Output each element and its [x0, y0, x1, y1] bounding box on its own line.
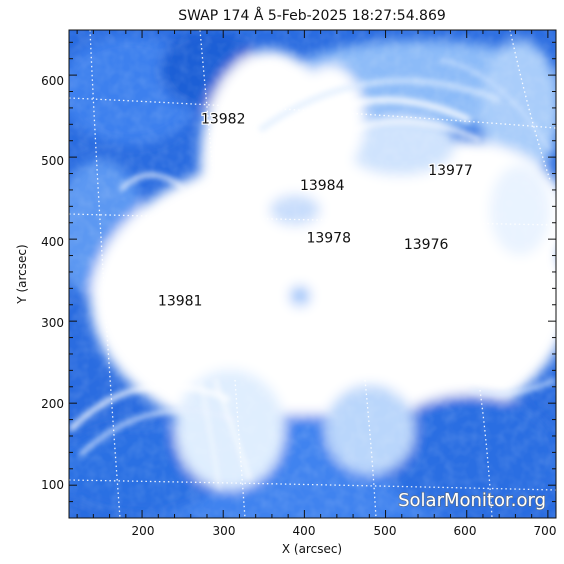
- active-region-label: 13982: [201, 112, 246, 128]
- active-region-label: 13984: [300, 178, 345, 194]
- y-tick-label: 100: [41, 478, 64, 492]
- x-tick-label: 500: [374, 524, 397, 538]
- y-tick-labels: 100 200 300 400 500 600: [41, 74, 64, 492]
- y-tick-label: 600: [41, 74, 64, 88]
- plot-title: SWAP 174 Å 5-Feb-2025 18:27:54.869: [178, 7, 446, 24]
- y-axis-label: Y (arcsec): [15, 244, 29, 304]
- active-region-label: 13981: [158, 294, 203, 310]
- x-tick-labels: 200 300 400 500 600 700: [132, 524, 557, 538]
- active-region-label: 13976: [404, 237, 449, 253]
- x-tick-label: 300: [213, 524, 236, 538]
- y-tick-label: 300: [41, 316, 64, 330]
- watermark: SolarMonitor.org: [398, 490, 546, 511]
- image-grain: [69, 30, 556, 518]
- x-tick-label: 700: [534, 524, 557, 538]
- active-region-label: 13977: [428, 163, 473, 179]
- plot-frame: [68, 29, 557, 519]
- y-tick-label: 500: [41, 154, 64, 168]
- heliographic-grid: [69, 30, 556, 518]
- x-tick-label: 600: [454, 524, 477, 538]
- axis-ticks: [69, 30, 556, 518]
- y-tick-label: 200: [41, 397, 64, 411]
- y-tick-label: 400: [41, 235, 64, 249]
- solar-image: [69, 30, 556, 518]
- active-region-label: 13978: [306, 231, 351, 247]
- x-tick-label: 400: [293, 524, 316, 538]
- x-axis-label: X (arcsec): [282, 542, 342, 556]
- active-region-labels: 13982 13977 13984 13978 13976 13981: [157, 110, 474, 310]
- x-tick-label: 200: [132, 524, 155, 538]
